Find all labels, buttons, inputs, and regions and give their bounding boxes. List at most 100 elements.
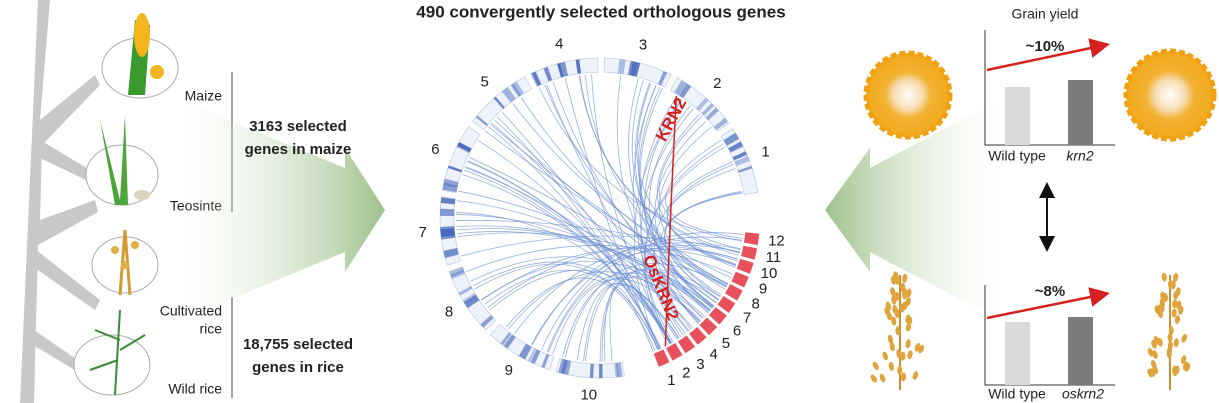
- grain: [1166, 349, 1172, 359]
- grain: [914, 342, 921, 352]
- density: [463, 294, 480, 309]
- chromosome: [689, 326, 707, 345]
- gain: ~8%: [1035, 283, 1065, 300]
- grain: [1160, 291, 1166, 301]
- link: [456, 228, 713, 309]
- arrow: [180, 100, 385, 320]
- chromosome-label: 3: [639, 36, 647, 53]
- density: [738, 165, 753, 173]
- trend-arrow: [986, 38, 1110, 72]
- chromosome-label: 6: [733, 323, 741, 340]
- link: [601, 268, 721, 362]
- density: [632, 62, 641, 77]
- link: [628, 79, 714, 307]
- panel-title: Grain yield: [1012, 6, 1079, 22]
- grain: [1168, 326, 1174, 336]
- link: [538, 87, 743, 242]
- density: [503, 334, 516, 349]
- bar: [1005, 322, 1030, 385]
- link: [458, 190, 711, 311]
- chromosome-label: 10: [580, 387, 597, 403]
- density: [502, 87, 516, 103]
- grain: [889, 342, 895, 352]
- chromosome-label: 2: [682, 365, 690, 382]
- density: [674, 80, 688, 96]
- density: [723, 132, 740, 146]
- label: Maize: [185, 88, 223, 104]
- density: [518, 343, 532, 360]
- krn2-link: [664, 95, 678, 347]
- density: [458, 286, 473, 296]
- density: [480, 315, 494, 328]
- label: Wild rice: [168, 381, 222, 397]
- bar: [1068, 80, 1093, 145]
- density: [657, 71, 668, 86]
- count: genes in maize: [245, 141, 352, 158]
- grain: [1157, 337, 1163, 347]
- grain: [1170, 280, 1176, 290]
- rice-panicles: [870, 271, 1191, 390]
- grain: [1167, 341, 1173, 351]
- density: [541, 353, 550, 369]
- density: [558, 358, 568, 375]
- grain: [890, 287, 896, 297]
- bar: [1005, 87, 1030, 145]
- label: rice: [199, 321, 222, 337]
- grain: [887, 334, 894, 344]
- chromosome-label: 5: [722, 335, 730, 352]
- density: [589, 363, 594, 378]
- link: [470, 256, 704, 319]
- density: [493, 96, 505, 109]
- link: [531, 248, 739, 345]
- density: [696, 97, 709, 111]
- link: [632, 85, 682, 338]
- link: [659, 190, 742, 319]
- link: [501, 112, 672, 344]
- grain: [895, 326, 901, 336]
- link: [546, 245, 740, 353]
- count: genes in rice: [252, 359, 344, 376]
- link: [481, 247, 737, 301]
- grain: [882, 351, 889, 361]
- grain: [888, 361, 894, 371]
- bar-label: oskrn2: [1062, 386, 1104, 402]
- density: [530, 349, 541, 365]
- density: [734, 155, 750, 166]
- chromosome-label: 4: [709, 346, 717, 363]
- density: [500, 332, 512, 346]
- link: [464, 167, 690, 332]
- chromosome: [699, 317, 718, 336]
- link: [531, 232, 744, 346]
- link: [469, 157, 717, 304]
- density: [440, 208, 455, 217]
- link: [461, 235, 740, 257]
- chromosome-label: 1: [667, 372, 675, 389]
- grain: [1147, 347, 1154, 357]
- title: 490 convergently selected orthologous ge…: [416, 2, 785, 21]
- grain: [891, 316, 897, 326]
- plant-circles: [73, 37, 179, 396]
- chromosome: [677, 335, 695, 354]
- grain: [893, 271, 899, 281]
- bar: [1068, 317, 1093, 385]
- grain: [879, 373, 886, 383]
- grain: [1167, 333, 1173, 343]
- grain: [899, 303, 905, 313]
- link: [546, 84, 686, 335]
- yield-panel: [984, 30, 1115, 386]
- count: 3163 selected: [249, 118, 347, 135]
- chromosome: [743, 232, 760, 246]
- link: [584, 74, 729, 285]
- chromosome: [653, 349, 670, 367]
- grain: [1151, 339, 1157, 349]
- density: [615, 362, 623, 378]
- chromosome-label: 11: [766, 249, 782, 266]
- link: [478, 140, 672, 344]
- grain: [870, 374, 877, 383]
- density: [599, 363, 603, 378]
- grain: [1178, 305, 1184, 315]
- density: [440, 233, 456, 240]
- link: [548, 272, 710, 353]
- chromosome-label: 3: [696, 356, 704, 373]
